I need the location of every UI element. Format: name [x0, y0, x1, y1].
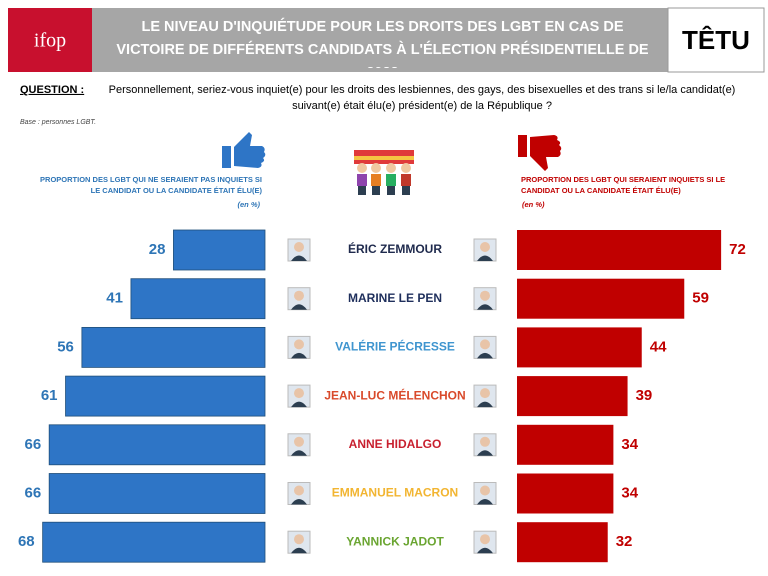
bar: [517, 327, 642, 368]
photo-body: [291, 401, 307, 408]
photo-body: [477, 547, 493, 554]
value-label: 56: [57, 338, 74, 355]
bar: [48, 424, 266, 466]
bar: [517, 473, 614, 514]
photo-head: [480, 242, 490, 252]
question-box: Personnellement, seriez-vous inquiet(e) …: [108, 84, 736, 112]
tetu-logo-box: [667, 7, 765, 73]
photo-body: [291, 547, 307, 554]
bar: [517, 424, 614, 465]
value-label: 28: [149, 241, 166, 258]
photo-body: [477, 304, 493, 310]
photo-body: [477, 255, 493, 261]
photo-head: [294, 339, 304, 350]
value-label: 39: [636, 387, 653, 404]
candidate-photo: [287, 287, 311, 311]
photo-body: [291, 352, 307, 359]
photo-head: [294, 388, 304, 399]
candidate-name: YANNICK JADOT: [346, 534, 444, 548]
question-label: QUESTION :: [20, 84, 84, 96]
bar: [517, 376, 628, 417]
photo-head: [480, 339, 490, 350]
candidate-name: JEAN-LUC MÉLENCHON: [324, 387, 465, 402]
candidate-photo: [473, 530, 497, 554]
photo-head: [294, 290, 304, 301]
bar: [48, 473, 266, 514]
bar: [42, 521, 266, 563]
photo-head: [294, 485, 304, 496]
photo-body: [477, 352, 493, 359]
title-box: LE NIVEAU D'INQUIÉTUDE POUR LES DROITS D…: [116, 19, 649, 68]
bar: [81, 326, 266, 368]
photo-head: [294, 436, 304, 447]
thumbs-up-icon: [222, 132, 266, 168]
right-legend: PROPORTION DES LGBT QUI SERAIENT INQUIET…: [521, 175, 726, 195]
photo-body: [477, 401, 493, 408]
value-label: 34: [621, 484, 638, 501]
chart-title: LE NIVEAU D'INQUIÉTUDE POUR LES DROITS D…: [116, 19, 649, 68]
value-label: 41: [106, 290, 123, 307]
thumbs-down-icon: [518, 135, 562, 171]
photo-head: [480, 388, 490, 399]
candidate-name: VALÉRIE PÉCRESSE: [335, 339, 455, 354]
value-label: 32: [616, 533, 633, 550]
photo-body: [291, 450, 307, 456]
candidate-photo: [473, 482, 497, 505]
candidate-photo: [473, 433, 497, 457]
photo-body: [477, 450, 493, 456]
value-label: 68: [18, 533, 35, 550]
photo-head: [480, 290, 490, 301]
candidate-name: ÉRIC ZEMMOUR: [348, 241, 442, 256]
photo-head: [480, 485, 490, 496]
tetu-logo: TÊTU: [682, 25, 750, 55]
candidate-photo: [473, 287, 497, 311]
candidate-photo: [287, 482, 311, 505]
bar: [173, 229, 266, 271]
value-label: 72: [729, 241, 746, 258]
value-label: 44: [650, 338, 667, 355]
question: Personnellement, seriez-vous inquiet(e) …: [108, 84, 736, 112]
photo-body: [291, 304, 307, 310]
bar: [65, 375, 266, 417]
candidate-photo: [287, 238, 311, 262]
ifop-logo: ifop: [34, 30, 66, 52]
photo-body: [291, 499, 307, 505]
left-legend: PROPORTION DES LGBT QUI NE SERAIENT PAS …: [40, 175, 262, 195]
value-label: 59: [692, 290, 709, 307]
candidate-name: EMMANUEL MACRON: [332, 486, 458, 500]
photo-head: [480, 436, 490, 447]
photo-head: [294, 534, 304, 545]
candidate-photo: [473, 335, 497, 359]
base-note: Base : personnes LGBT.: [20, 119, 96, 126]
candidate-photo: [287, 384, 311, 408]
candidate-name: ANNE HIDALGO: [349, 437, 442, 451]
photo-body: [477, 499, 493, 505]
left-unit-note: (en %): [238, 200, 261, 209]
bar: [517, 278, 685, 319]
candidate-photo: [287, 530, 311, 554]
candidate-photo: [287, 335, 311, 359]
candidate-photo: [287, 433, 311, 457]
bar: [517, 230, 722, 270]
photo-body: [291, 255, 307, 261]
left-legend-box: PROPORTION DES LGBT QUI NE SERAIENT PAS …: [40, 175, 262, 195]
photo-head: [294, 242, 304, 252]
right-unit-note: (en %): [522, 200, 545, 209]
candidate-photo: [473, 384, 497, 408]
value-label: 34: [621, 436, 638, 453]
value-label: 61: [41, 387, 58, 404]
candidate-name: MARINE LE PEN: [348, 291, 442, 305]
right-legend-box: PROPORTION DES LGBT QUI SERAIENT INQUIET…: [521, 175, 726, 195]
value-label: 66: [24, 436, 41, 453]
people-icon: [354, 150, 414, 195]
photo-head: [480, 534, 490, 545]
title-band: [92, 8, 668, 72]
value-label: 66: [24, 484, 41, 501]
bar: [130, 278, 266, 320]
candidate-photo: [473, 238, 497, 262]
ifop-logo-box: [8, 8, 92, 72]
bar: [517, 522, 608, 563]
